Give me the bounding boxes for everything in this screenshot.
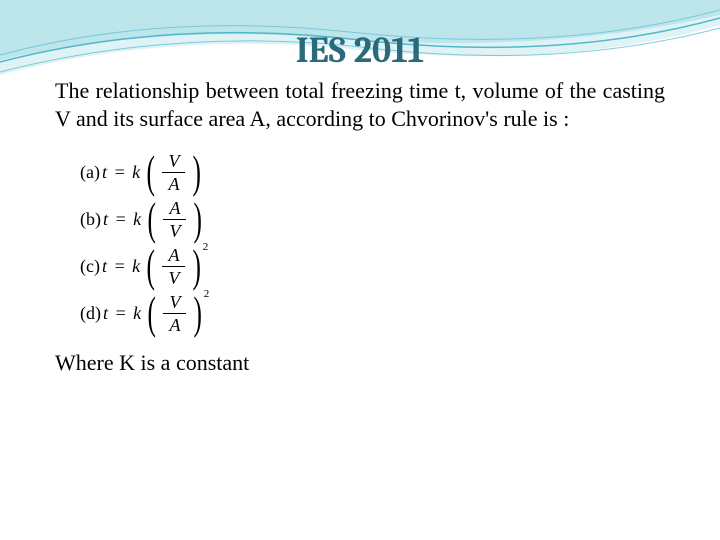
fraction-numerator: V (163, 291, 186, 313)
option-lhs: t = k (102, 162, 141, 183)
option-b: (b)t = k ( AV) (80, 197, 665, 242)
left-paren: ( (148, 295, 156, 332)
option-label: (a) (80, 162, 100, 183)
right-paren: ) (193, 248, 201, 285)
option-fraction: ( AV) (142, 197, 208, 242)
fraction-denominator: V (163, 220, 186, 242)
option-label: (c) (80, 256, 100, 277)
option-fraction: ( VA) (142, 291, 208, 336)
option-lhs: t = k (103, 209, 142, 230)
options-list: (a)t = k(VA)(b)t = k(AV)(c)t = k(AV)2(d)… (80, 150, 665, 336)
fraction-numerator: A (163, 197, 186, 219)
exponent: 2 (203, 241, 209, 253)
exponent: 2 (204, 288, 210, 300)
fraction-numerator: A (162, 244, 185, 266)
fraction-denominator: V (162, 267, 185, 289)
option-a: (a)t = k ( VA) (80, 150, 665, 195)
question-text: The relationship between total freezing … (55, 77, 665, 132)
right-paren: ) (194, 201, 202, 238)
left-paren: ( (147, 154, 155, 191)
left-paren: ( (148, 201, 156, 238)
option-label: (b) (80, 209, 101, 230)
option-label: (d) (80, 303, 101, 324)
left-paren: ( (147, 248, 155, 285)
footer-text: Where K is a constant (55, 350, 665, 376)
option-lhs: t = k (102, 256, 141, 277)
option-fraction: ( VA) (141, 150, 207, 195)
fraction-denominator: A (162, 173, 185, 195)
option-d: (d)t = k ( VA)2 (80, 291, 665, 336)
option-lhs: t = k (103, 303, 142, 324)
option-c: (c)t = k ( AV)2 (80, 244, 665, 289)
slide-title: IES 2011 (55, 30, 665, 71)
right-paren: ) (193, 154, 201, 191)
fraction-numerator: V (162, 150, 185, 172)
option-fraction: ( AV) (141, 244, 207, 289)
fraction-denominator: A (163, 314, 186, 336)
right-paren: ) (194, 295, 202, 332)
